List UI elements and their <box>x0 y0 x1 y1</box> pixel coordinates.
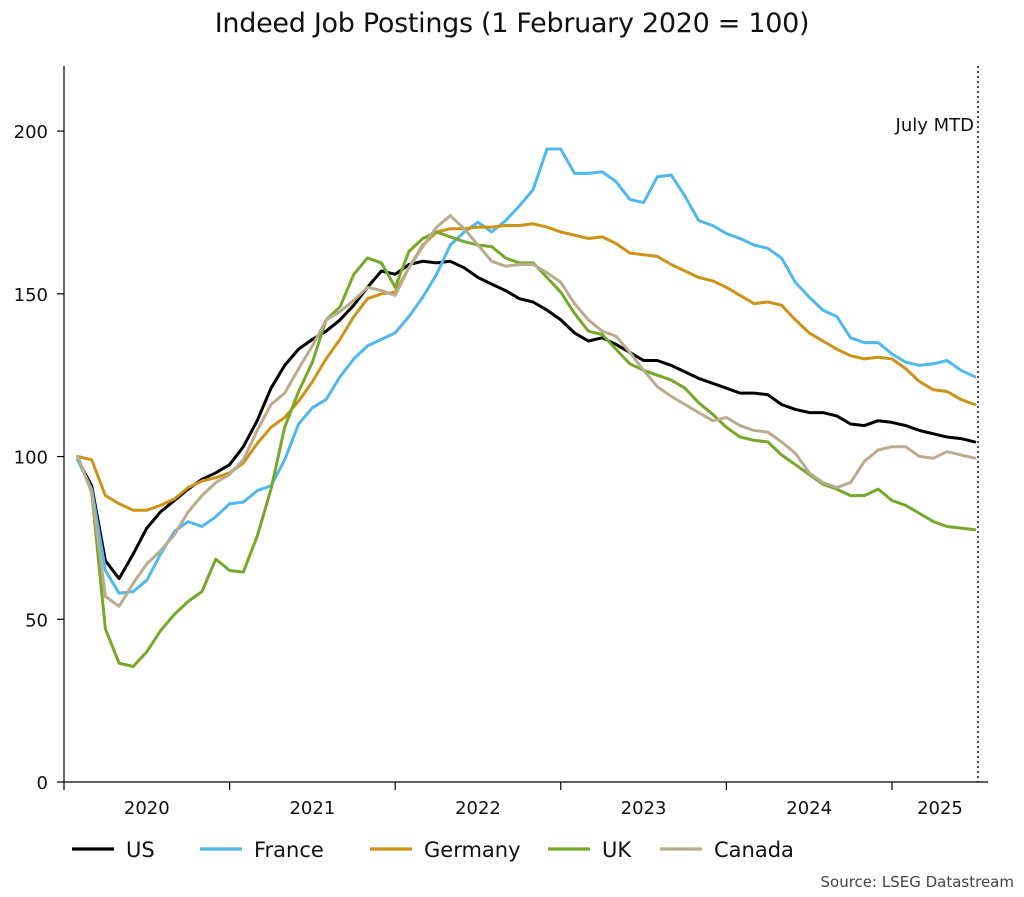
x-tick-label: 2025 <box>917 798 963 819</box>
legend-label-canada: Canada <box>714 838 794 862</box>
mtd-label: July MTD <box>895 115 974 136</box>
legend: US France Germany UK Canada <box>72 838 794 862</box>
x-axis: 2020 2021 2022 2023 2024 2025 <box>63 781 988 819</box>
series-line-uk <box>76 230 977 668</box>
chart-title: Indeed Job Postings (1 February 2020 = 1… <box>214 8 810 39</box>
y-tick-label: 200 <box>14 122 48 143</box>
x-tick-label: 2024 <box>786 798 832 819</box>
x-tick-label: 2021 <box>289 798 335 819</box>
y-tick-label: 150 <box>14 285 48 306</box>
legend-label-uk: UK <box>602 838 632 862</box>
series-lines <box>76 147 977 668</box>
series-line-canada <box>76 214 977 608</box>
source-note: Source: LSEG Datastream <box>820 873 1014 891</box>
y-axis: 0 50 100 150 200 <box>14 66 65 794</box>
x-tick-label: 2023 <box>621 798 667 819</box>
x-tick-label: 2020 <box>124 798 170 819</box>
series-line-germany <box>76 222 977 512</box>
series-line-us <box>76 259 977 581</box>
legend-label-us: US <box>126 838 155 862</box>
legend-label-france: France <box>254 838 324 862</box>
y-tick-label: 100 <box>14 448 48 469</box>
y-tick-label: 0 <box>37 773 48 794</box>
legend-label-germany: Germany <box>424 838 521 862</box>
mtd-annotation: July MTD <box>895 66 979 782</box>
series-line-france <box>76 147 977 595</box>
y-tick-label: 50 <box>25 610 48 631</box>
x-tick-label: 2022 <box>455 798 501 819</box>
